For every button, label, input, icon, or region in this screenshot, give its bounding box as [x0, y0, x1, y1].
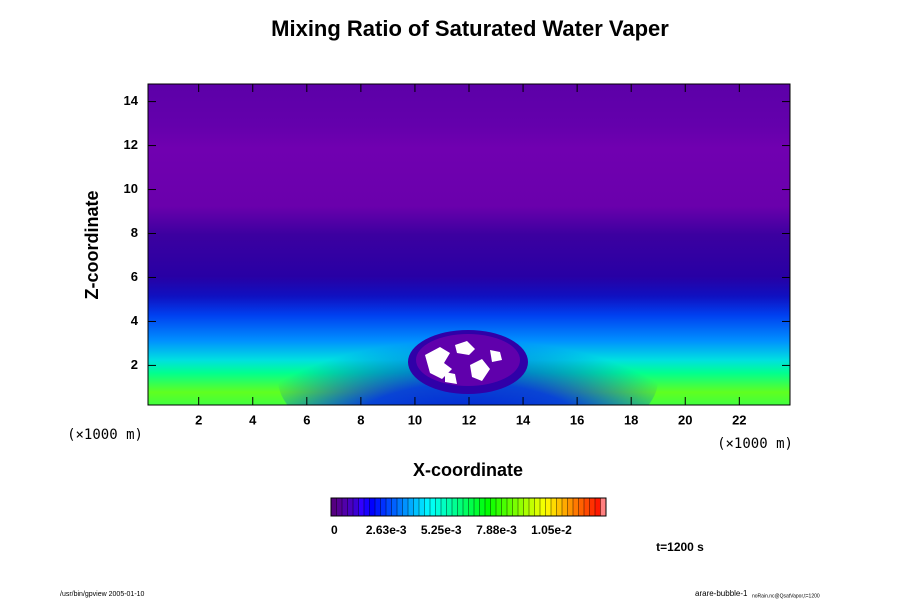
colorbar-segment: [578, 497, 585, 517]
x-tick-label: 14: [516, 412, 531, 427]
x-tick-label: 20: [678, 412, 692, 427]
x-unit: (×1000 m): [717, 436, 793, 452]
colorbar-segment: [594, 497, 602, 517]
colorbar-segment: [534, 497, 541, 517]
colorbar-segment: [572, 497, 580, 517]
y-tick-label: 14: [124, 93, 139, 108]
footer-right: arare-bubble-1: [695, 589, 748, 598]
colorbar-segment: [479, 497, 486, 517]
colorbar-segment: [457, 497, 464, 517]
colorbar-tick-label: 5.25e-3: [421, 523, 462, 537]
colorbar-segment: [561, 497, 569, 517]
colorbar-segment: [407, 497, 415, 517]
y-axis-label: Z-coordinate: [82, 190, 102, 299]
colorbar-segment: [352, 497, 360, 517]
x-tick-label: 12: [462, 412, 476, 427]
colorbar-segment: [490, 497, 497, 517]
colorbar-segment: [506, 497, 514, 517]
footer-left: /usr/bin/gpview 2005-01-10: [60, 591, 145, 598]
colorbar-segment: [523, 497, 530, 517]
y-tick-label: 8: [131, 225, 138, 240]
colorbar-segment: [600, 497, 607, 517]
y-tick-label: 4: [131, 313, 139, 328]
colorbar-segment: [435, 497, 442, 517]
colorbar-segment: [589, 497, 596, 517]
footer-right-sub: noRain.nc@QsatVapor,t=1200: [752, 593, 820, 599]
y-tick-label: 6: [131, 269, 138, 284]
colorbar-segment: [451, 497, 459, 517]
colorbar: 0 2.63e-3 5.25e-3 7.88e-3 1.05e-2: [330, 497, 607, 537]
colorbar-segment: [468, 497, 475, 517]
colorbar-segment: [424, 497, 431, 517]
x-tick-label: 6: [303, 412, 310, 427]
colorbar-tick-label: 1.05e-2: [531, 523, 572, 537]
colorbar-segment: [336, 497, 343, 517]
y-tick-label: 12: [124, 137, 138, 152]
colorbar-tick-label: 7.88e-3: [476, 523, 517, 537]
colorbar-segment: [473, 497, 481, 517]
colorbar-segment: [391, 497, 398, 517]
x-tick-label: 16: [570, 412, 584, 427]
time-label: t=1200 s: [656, 540, 704, 554]
colorbar-tick-label: 2.63e-3: [366, 523, 407, 537]
colorbar-segment: [501, 497, 508, 517]
colorbar-segment: [385, 497, 393, 517]
x-tick-label: 18: [624, 412, 638, 427]
x-axis-label: X-coordinate: [413, 460, 523, 480]
contour-field: [148, 84, 790, 405]
colorbar-segment: [462, 497, 470, 517]
colorbar-segment: [567, 497, 574, 517]
colorbar-segment: [418, 497, 426, 517]
colorbar-segment: [396, 497, 404, 517]
colorbar-segment: [545, 497, 552, 517]
colorbar-segment: [380, 497, 387, 517]
y-unit: (×1000 m): [67, 427, 143, 443]
chart-title: Mixing Ratio of Saturated Water Vaper: [271, 16, 669, 41]
colorbar-segment: [495, 497, 503, 517]
colorbar-segment: [429, 497, 437, 517]
colorbar-segment: [512, 497, 519, 517]
colorbar-segment: [374, 497, 382, 517]
x-tick-label: 4: [249, 412, 257, 427]
colorbar-segment: [440, 497, 448, 517]
colorbar-segment: [402, 497, 409, 517]
colorbar-segment: [539, 497, 547, 517]
colorbar-tick-label: 0: [331, 523, 338, 537]
x-tick-label: 22: [732, 412, 746, 427]
colorbar-segment: [341, 497, 349, 517]
colorbar-segment: [484, 497, 492, 517]
x-tick-label: 2: [195, 412, 202, 427]
colorbar-segment: [583, 497, 591, 517]
colorbar-segment: [413, 497, 420, 517]
colorbar-segment: [517, 497, 525, 517]
colorbar-segment: [330, 497, 338, 517]
colorbar-segment: [528, 497, 536, 517]
colorbar-segment: [363, 497, 371, 517]
colorbar-segment: [347, 497, 354, 517]
x-tick-label: 10: [408, 412, 422, 427]
colorbar-segment: [446, 497, 453, 517]
colorbar-frame: [330, 497, 607, 517]
colorbar-segment: [358, 497, 365, 517]
y-tick-label: 2: [131, 357, 138, 372]
colorbar-segment: [550, 497, 558, 517]
colorbar-segment: [556, 497, 563, 517]
y-tick-label: 10: [124, 181, 138, 196]
colorbar-segment: [369, 497, 376, 517]
x-tick-label: 8: [357, 412, 364, 427]
